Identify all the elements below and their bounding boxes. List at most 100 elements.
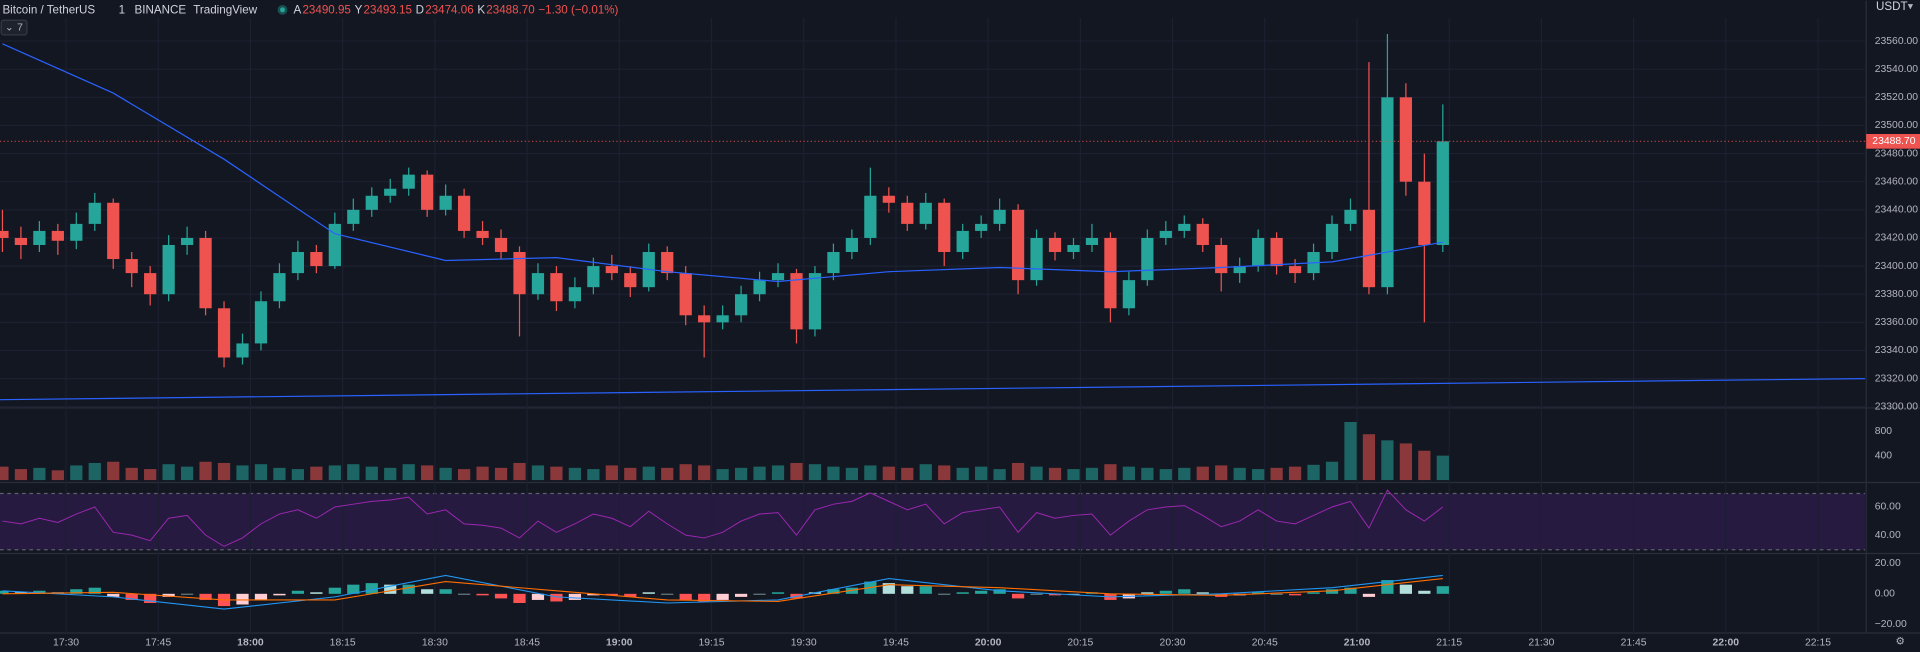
candle-body bbox=[33, 230, 46, 245]
candle-body bbox=[107, 202, 120, 260]
candle-body bbox=[476, 230, 489, 238]
toggle-caret[interactable]: ⌄ bbox=[5, 22, 14, 33]
volume-bar bbox=[938, 465, 951, 481]
dropdown-caret[interactable]: ▾ bbox=[1908, 2, 1913, 13]
rsi-tick-label: 60.00 bbox=[1875, 502, 1901, 513]
volume-bar bbox=[1399, 443, 1412, 481]
candle-body bbox=[679, 273, 692, 316]
indicators-toggle[interactable] bbox=[0, 19, 28, 36]
macd-histogram-bar bbox=[107, 593, 120, 597]
candle-body bbox=[938, 202, 951, 253]
trendline bbox=[0, 377, 1865, 401]
macd-histogram-bar bbox=[1159, 590, 1172, 594]
volume-tick-label: 400 bbox=[1875, 450, 1893, 461]
ohlc-key: Y bbox=[355, 4, 363, 17]
time-label: 20:30 bbox=[1160, 637, 1186, 648]
macd-histogram-bar bbox=[0, 590, 9, 594]
candle-body bbox=[1011, 209, 1025, 281]
interval[interactable]: 1 bbox=[119, 4, 125, 17]
macd-histogram-bar bbox=[421, 589, 434, 594]
candle-body bbox=[1252, 237, 1265, 267]
candle-body bbox=[1381, 97, 1394, 288]
volume-bar bbox=[1288, 466, 1302, 481]
volume-bar bbox=[254, 464, 268, 481]
volume-bar bbox=[1418, 450, 1431, 481]
time-label: 19:00 bbox=[606, 637, 633, 648]
macd-histogram-bar bbox=[605, 593, 618, 596]
macd-histogram-bar bbox=[439, 589, 452, 594]
volume-bar bbox=[827, 466, 840, 481]
time-label: 18:45 bbox=[514, 637, 540, 648]
candle-body bbox=[1085, 237, 1099, 245]
volume-bar bbox=[642, 466, 655, 481]
volume-bar bbox=[162, 464, 175, 481]
candle-body bbox=[550, 273, 563, 302]
candle-body bbox=[845, 237, 859, 253]
candle-body bbox=[1030, 237, 1043, 281]
macd-histogram-bar bbox=[716, 593, 729, 600]
rsi-line bbox=[2, 489, 1444, 547]
macd-histogram-bar bbox=[587, 593, 600, 596]
volume-bar bbox=[107, 461, 120, 481]
time-label: 21:45 bbox=[1621, 637, 1647, 648]
settings-icon[interactable]: ⚙ bbox=[1896, 636, 1905, 647]
volume-bar bbox=[180, 466, 194, 481]
price-tick-label: 23500.00 bbox=[1875, 120, 1919, 131]
rsi-band bbox=[0, 493, 1865, 550]
ohlc-key: K bbox=[477, 4, 485, 17]
macd-histogram-bar bbox=[310, 592, 323, 594]
volume-bar bbox=[513, 462, 526, 481]
volume-bar bbox=[845, 467, 859, 481]
currency[interactable]: USDT bbox=[1876, 0, 1908, 13]
candle-body bbox=[790, 273, 803, 330]
price-tick-label: 23420.00 bbox=[1875, 233, 1919, 244]
candle-body bbox=[14, 237, 28, 245]
symbol[interactable]: Bitcoin / TetherUS bbox=[2, 4, 95, 17]
volume-bar bbox=[291, 469, 305, 481]
candle-body bbox=[1344, 209, 1357, 224]
macd-histogram-bar bbox=[1344, 587, 1357, 594]
volume-bar bbox=[1159, 469, 1172, 481]
volume-bar bbox=[125, 467, 138, 481]
volume-bar bbox=[624, 467, 637, 481]
volume-bar bbox=[956, 467, 969, 481]
price-tick-label: 23540.00 bbox=[1875, 64, 1919, 75]
volume-bar bbox=[1030, 466, 1043, 481]
volume-bar bbox=[1085, 467, 1099, 481]
macd-histogram-bar bbox=[1307, 592, 1320, 594]
volume-bar bbox=[753, 466, 766, 481]
volume-bar bbox=[421, 465, 434, 481]
macd-histogram-bar bbox=[180, 593, 194, 595]
candle-body bbox=[1104, 237, 1117, 309]
candle-body bbox=[88, 202, 101, 224]
price-tick-label: 23460.00 bbox=[1875, 176, 1919, 187]
volume-bar bbox=[1270, 467, 1283, 481]
indicators-count[interactable]: 7 bbox=[17, 22, 23, 33]
candle-body bbox=[1270, 237, 1283, 267]
volume-bar bbox=[1362, 434, 1376, 481]
macd-histogram-bar bbox=[1418, 590, 1431, 594]
macd-histogram-bar bbox=[753, 593, 766, 595]
candle-body bbox=[624, 273, 637, 288]
candle-body bbox=[365, 195, 378, 210]
volume-bar bbox=[199, 461, 212, 481]
volume-bar bbox=[70, 465, 83, 481]
volume-bar bbox=[1215, 465, 1228, 481]
time-label: 18:00 bbox=[237, 637, 264, 648]
candle-body bbox=[1122, 280, 1136, 309]
time-label: 20:00 bbox=[975, 637, 1002, 648]
candle-body bbox=[291, 252, 305, 274]
candle-body bbox=[698, 315, 711, 323]
macd-histogram-bar bbox=[347, 584, 360, 594]
volume-bar bbox=[1196, 466, 1209, 481]
time-label: 20:45 bbox=[1252, 637, 1278, 648]
candle-body bbox=[1436, 141, 1449, 245]
macd-tick-label: 0.00 bbox=[1875, 589, 1895, 600]
candle-body bbox=[587, 266, 600, 288]
price-tick-label: 23400.00 bbox=[1875, 261, 1919, 272]
candle-body bbox=[771, 273, 785, 281]
macd-histogram-bar bbox=[365, 583, 378, 594]
volume-bar bbox=[1307, 464, 1320, 481]
